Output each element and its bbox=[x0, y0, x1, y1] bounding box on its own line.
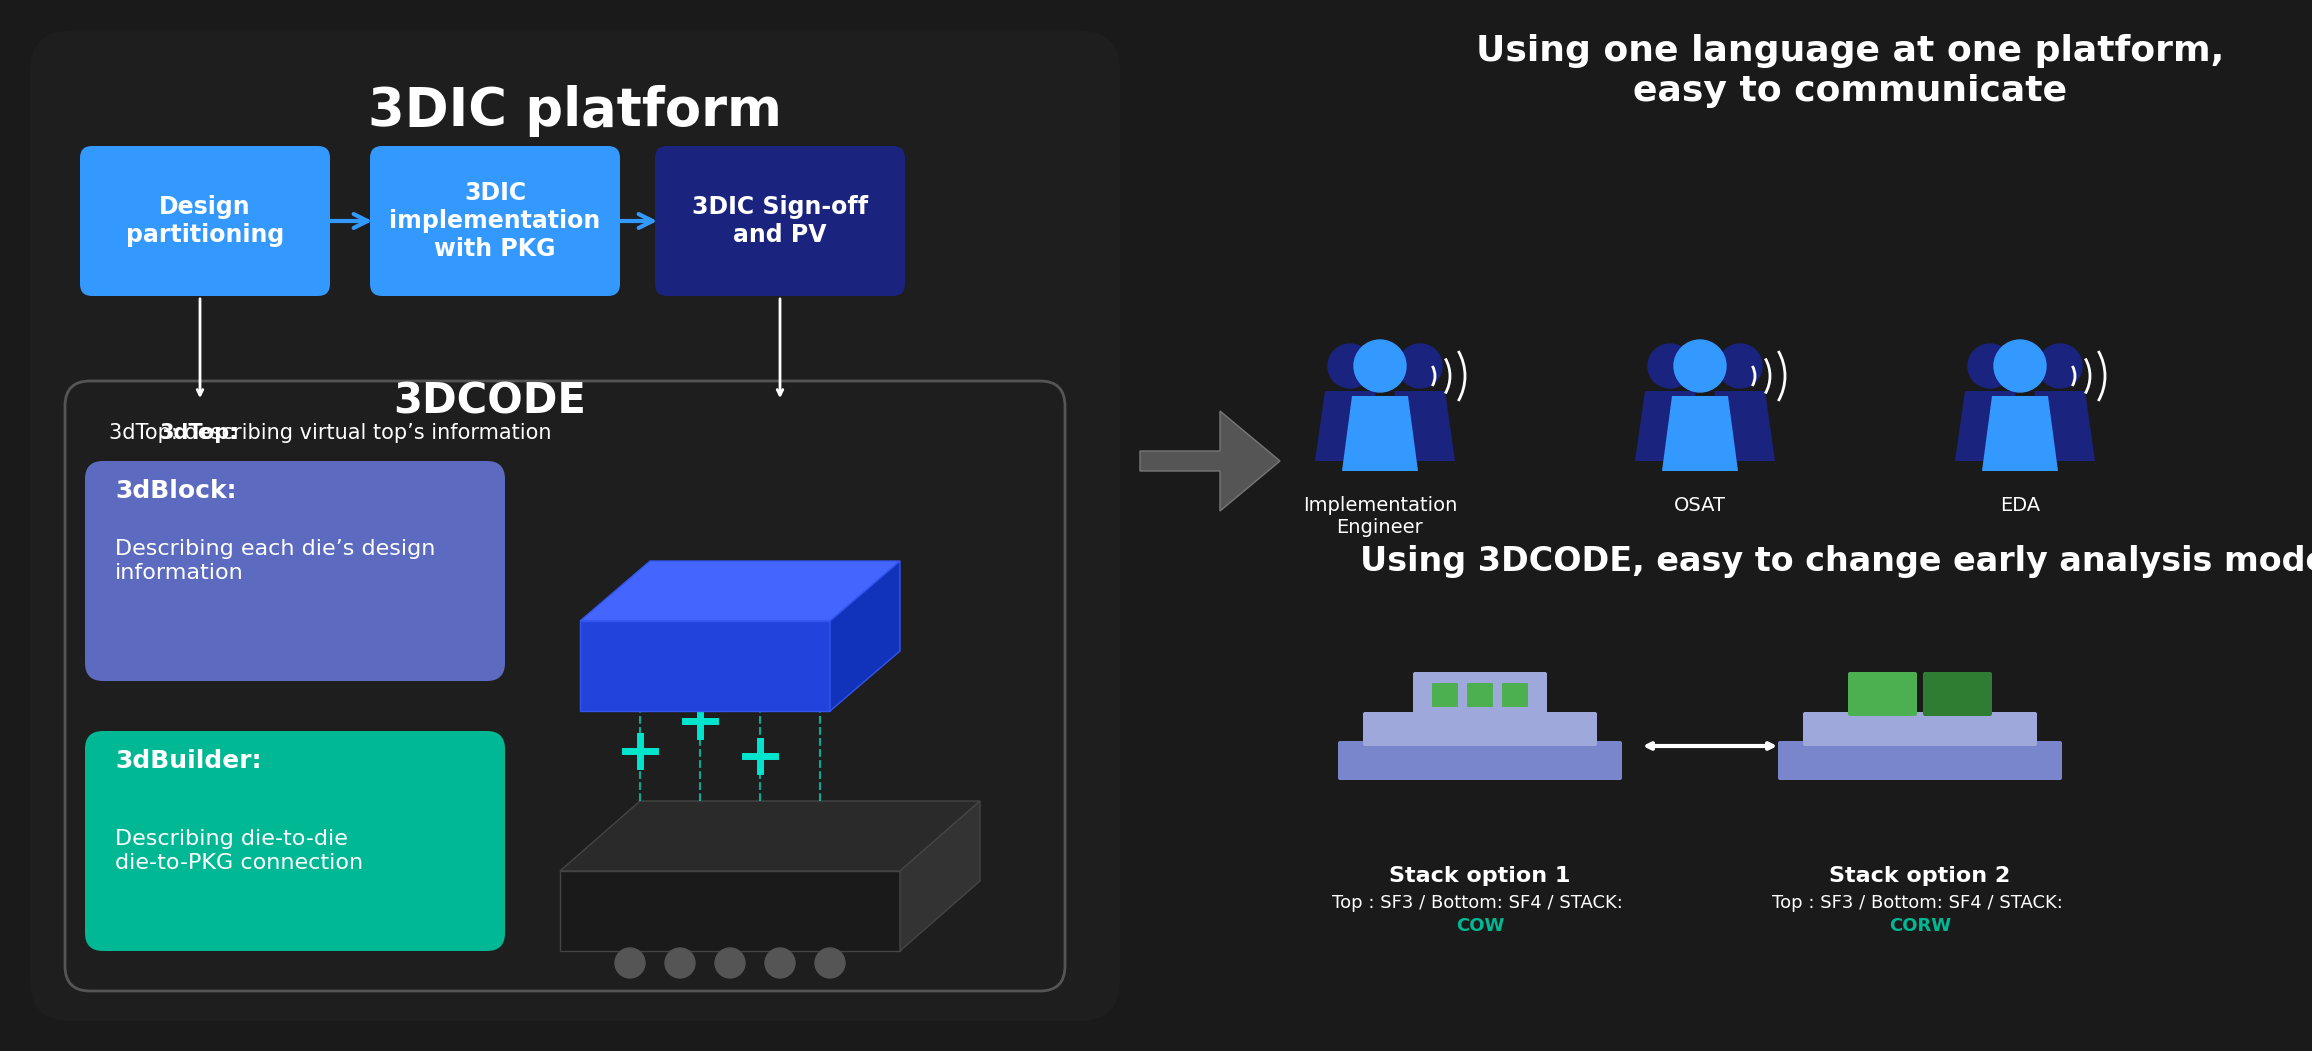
Text: Top : SF3 / Bottom: SF4 / STACK:: Top : SF3 / Bottom: SF4 / STACK: bbox=[1332, 894, 1628, 912]
Circle shape bbox=[1399, 344, 1443, 388]
FancyBboxPatch shape bbox=[30, 30, 1119, 1021]
Polygon shape bbox=[1662, 396, 1739, 471]
Text: Stack option 1: Stack option 1 bbox=[1390, 866, 1570, 886]
Text: Design
partitioning: Design partitioning bbox=[125, 195, 284, 247]
Text: EDA: EDA bbox=[2000, 496, 2039, 515]
FancyBboxPatch shape bbox=[1339, 741, 1623, 780]
Text: Describing die-to-die
die-to-PKG connection: Describing die-to-die die-to-PKG connect… bbox=[116, 829, 363, 872]
Circle shape bbox=[1674, 341, 1727, 392]
Polygon shape bbox=[580, 621, 830, 710]
Text: 3dTop:: 3dTop: bbox=[160, 423, 238, 444]
Circle shape bbox=[666, 948, 696, 978]
Circle shape bbox=[615, 948, 645, 978]
Polygon shape bbox=[830, 561, 899, 710]
FancyBboxPatch shape bbox=[1803, 712, 2037, 746]
Text: 3dTop: describing virtual top’s information: 3dTop: describing virtual top’s informat… bbox=[109, 423, 550, 444]
Text: COW: COW bbox=[1457, 918, 1505, 935]
Circle shape bbox=[2037, 344, 2083, 388]
Polygon shape bbox=[560, 801, 980, 871]
FancyBboxPatch shape bbox=[1364, 712, 1598, 746]
Text: CORW: CORW bbox=[1889, 918, 1951, 935]
Polygon shape bbox=[1956, 391, 2025, 461]
Text: Top : SF3 / Bottom: SF4 / STACK:: Top : SF3 / Bottom: SF4 / STACK: bbox=[1771, 894, 2069, 912]
Polygon shape bbox=[1635, 391, 1704, 461]
Circle shape bbox=[765, 948, 795, 978]
Circle shape bbox=[714, 948, 744, 978]
FancyArrowPatch shape bbox=[328, 214, 368, 228]
FancyBboxPatch shape bbox=[1847, 672, 1917, 716]
Circle shape bbox=[1993, 341, 2046, 392]
FancyBboxPatch shape bbox=[1924, 672, 1993, 716]
Polygon shape bbox=[1341, 396, 1417, 471]
Text: 3DIC platform: 3DIC platform bbox=[368, 85, 781, 137]
Text: Using 3DCODE, easy to change early analysis model: Using 3DCODE, easy to change early analy… bbox=[1359, 544, 2312, 577]
Text: 3dBlock:: 3dBlock: bbox=[116, 479, 236, 503]
Polygon shape bbox=[1981, 396, 2058, 471]
Polygon shape bbox=[1316, 391, 1385, 461]
FancyBboxPatch shape bbox=[654, 146, 904, 296]
FancyArrowPatch shape bbox=[617, 214, 652, 228]
FancyBboxPatch shape bbox=[1431, 683, 1459, 707]
Polygon shape bbox=[2025, 391, 2095, 461]
Text: Stack option 2: Stack option 2 bbox=[1829, 866, 2011, 886]
FancyBboxPatch shape bbox=[1778, 741, 2062, 780]
Circle shape bbox=[1355, 341, 1406, 392]
FancyBboxPatch shape bbox=[86, 731, 504, 951]
Text: 3DIC Sign-off
and PV: 3DIC Sign-off and PV bbox=[691, 195, 867, 247]
FancyBboxPatch shape bbox=[1413, 672, 1547, 716]
FancyBboxPatch shape bbox=[86, 461, 504, 681]
Circle shape bbox=[1968, 344, 2011, 388]
FancyBboxPatch shape bbox=[81, 146, 331, 296]
Text: 3dBuilder:: 3dBuilder: bbox=[116, 749, 261, 772]
Circle shape bbox=[1648, 344, 1692, 388]
Polygon shape bbox=[1140, 411, 1281, 511]
Circle shape bbox=[816, 948, 844, 978]
FancyBboxPatch shape bbox=[65, 382, 1066, 991]
Text: Implementation
Engineer: Implementation Engineer bbox=[1304, 496, 1457, 537]
Text: 3DCODE: 3DCODE bbox=[393, 380, 587, 423]
Text: OSAT: OSAT bbox=[1674, 496, 1727, 515]
Polygon shape bbox=[899, 801, 980, 951]
Polygon shape bbox=[1704, 391, 1776, 461]
Polygon shape bbox=[580, 561, 899, 621]
Text: Describing each die’s design
information: Describing each die’s design information bbox=[116, 539, 435, 582]
Circle shape bbox=[1718, 344, 1762, 388]
FancyBboxPatch shape bbox=[1468, 683, 1494, 707]
Text: 3DIC
implementation
with PKG: 3DIC implementation with PKG bbox=[388, 181, 601, 261]
FancyBboxPatch shape bbox=[370, 146, 620, 296]
Circle shape bbox=[1327, 344, 1371, 388]
Polygon shape bbox=[1385, 391, 1454, 461]
FancyBboxPatch shape bbox=[1503, 683, 1528, 707]
Text: Using one language at one platform,
easy to communicate: Using one language at one platform, easy… bbox=[1475, 35, 2224, 107]
Polygon shape bbox=[560, 871, 899, 951]
